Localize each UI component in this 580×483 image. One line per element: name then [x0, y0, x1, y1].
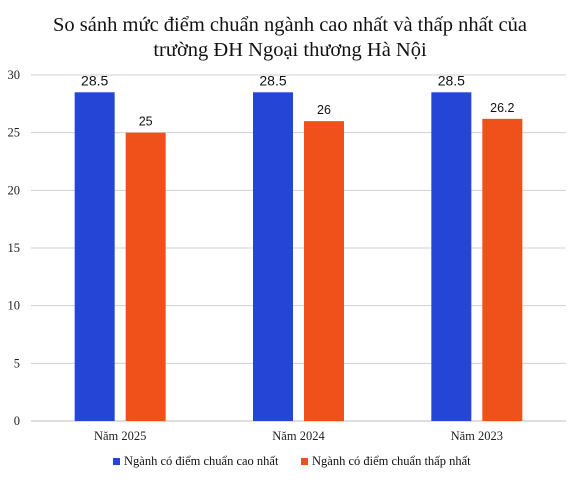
y-tick-label: 15: [8, 241, 21, 255]
data-label-highest-2: 28.5: [259, 72, 286, 88]
bar-highest-1: [74, 92, 115, 422]
data-label-lowest-2: 26: [317, 103, 331, 117]
bar-highest-3: [431, 92, 472, 422]
y-tick-label: 30: [8, 68, 21, 82]
y-axis-ticks: 0 5 10 15 20 25 30: [8, 68, 21, 428]
legend: Ngành có điểm chuẩn cao nhất Ngành có đi…: [113, 454, 471, 468]
bar-highest-2: [253, 92, 293, 422]
data-label-lowest-3: 26.2: [490, 101, 514, 115]
legend-swatch-highest: [113, 458, 120, 465]
chart-title-line-1: So sánh mức điểm chuẩn ngành cao nhất và…: [53, 14, 527, 36]
bars: [74, 92, 523, 422]
y-tick-label: 25: [8, 126, 21, 140]
x-category-label: Năm 2024: [272, 429, 325, 443]
data-label-highest-3: 28.5: [438, 72, 465, 88]
x-category-label: Năm 2023: [451, 429, 503, 443]
x-category-label: Năm 2025: [94, 429, 146, 443]
gridlines: [31, 74, 566, 422]
y-tick-label: 20: [8, 183, 21, 197]
y-tick-label: 5: [14, 356, 20, 370]
data-labels: 28.5 25 28.5 26 28.5 26.2: [81, 72, 514, 128]
bar-lowest-2: [304, 121, 344, 421]
bar-lowest-1: [125, 132, 166, 421]
y-tick-label: 0: [14, 414, 20, 428]
legend-label-highest: Ngành có điểm chuẩn cao nhất: [124, 454, 279, 468]
legend-swatch-lowest: [301, 458, 308, 465]
x-axis-categories: Năm 2025 Năm 2024 Năm 2023: [94, 429, 503, 443]
bar-lowest-3: [482, 118, 523, 422]
data-label-highest-1: 28.5: [81, 72, 108, 88]
data-label-lowest-1: 25: [139, 115, 153, 129]
chart-title-line-2: trường ĐH Ngoại thương Hà Nội: [153, 39, 427, 61]
y-tick-label: 10: [8, 299, 21, 313]
legend-label-lowest: Ngành có điểm chuẩn thấp nhất: [312, 454, 471, 468]
